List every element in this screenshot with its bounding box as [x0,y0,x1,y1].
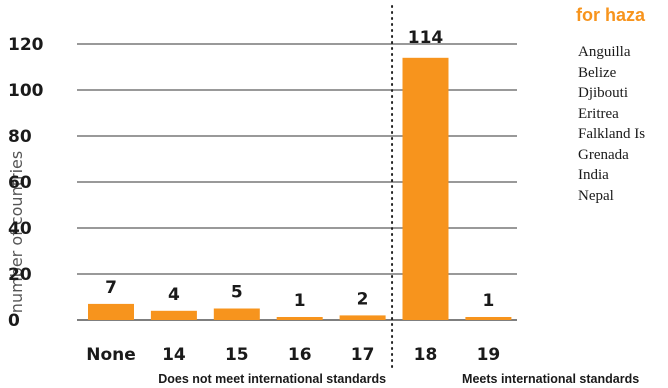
country-list-item: Nepal [578,187,614,204]
x-tick-label: None [86,345,136,365]
bars [88,57,512,321]
x-tick-label: 18 [414,345,438,365]
x-tick-label: 15 [225,345,249,365]
data-label: 1 [294,291,306,311]
x-tick-label: 17 [351,345,375,365]
y-tick-label: 0 [8,311,20,331]
bar [402,57,449,321]
data-label: 2 [357,289,369,309]
country-list-item: Eritrea [578,105,619,122]
bar [465,317,512,320]
country-panel-title: for haza [576,5,646,25]
bar [150,310,197,320]
bar [339,315,386,320]
y-tick-label: 60 [8,173,32,193]
country-list: Anguilla Belize Djibouti Eritrea Falkland Is… [578,42,668,206]
bar [213,308,260,320]
group-labels: Does not meet international standards Mee… [158,372,639,386]
country-list-item: Belize [578,64,617,81]
group-label: Does not meet international standards [158,372,386,386]
data-label: 1 [482,291,494,311]
x-tick-label: 19 [477,345,501,365]
country-list-item: Djibouti [578,85,629,101]
y-axis-label: number of countries [7,151,26,313]
country-list-item: Grenada [578,146,629,163]
data-label: 114 [408,28,444,48]
bar [88,303,134,320]
y-tick-labels: 0 20 40 60 80 100 120 [8,35,44,331]
x-tick-label: 16 [288,345,312,365]
group-label: Meets international standards [462,372,639,386]
y-tick-label: 40 [8,219,32,239]
data-label: 5 [231,283,243,303]
y-tick-label: 120 [8,35,44,55]
data-labels: 7 4 5 1 2 114 1 [105,28,494,311]
bar [276,317,323,320]
gridlines [77,43,517,321]
y-tick-label: 100 [8,81,44,101]
country-list-item: Anguilla [578,44,631,60]
y-tick-label: 20 [8,265,32,285]
country-list-item: India [578,167,609,183]
x-tick-labels: None 14 15 16 17 18 19 [86,345,500,365]
x-tick-label: 14 [162,345,186,365]
data-label: 4 [168,285,180,305]
country-list-item: Falkland Is [578,126,646,142]
data-label: 7 [105,278,117,298]
y-tick-label: 80 [8,127,32,147]
